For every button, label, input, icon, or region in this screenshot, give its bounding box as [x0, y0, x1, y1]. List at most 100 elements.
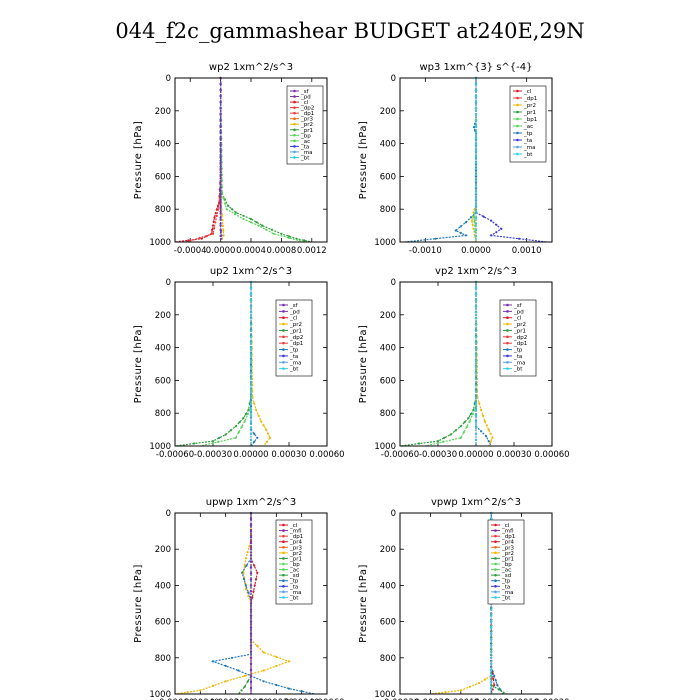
legend-label: _pr3 [289, 545, 303, 551]
data-point [253, 440, 256, 443]
data-point [249, 572, 253, 575]
data-point [474, 317, 478, 320]
data-point [249, 632, 253, 635]
data-point [287, 236, 291, 239]
legend-label: _cl [300, 100, 309, 106]
data-point [480, 430, 483, 433]
data-point [249, 287, 253, 290]
data-point [260, 420, 263, 423]
data-point [474, 216, 478, 219]
data-point [211, 440, 215, 443]
data-point [214, 212, 217, 215]
x-tick-label: -0.0010 [409, 246, 442, 256]
data-point [249, 402, 253, 405]
data-point [459, 436, 462, 439]
data-point [474, 113, 478, 116]
legend-marker [282, 579, 285, 583]
data-point [219, 131, 222, 134]
legend-marker [282, 354, 285, 358]
legend-label: _bt [289, 367, 299, 373]
legend-marker [282, 545, 285, 549]
x-tick-label: -0.00020 [411, 698, 449, 700]
data-point [256, 436, 259, 439]
data-point [249, 596, 253, 599]
legend-label: _dp1 [523, 96, 537, 102]
legend-label: _sd [289, 573, 299, 579]
data-point [244, 557, 247, 560]
data-point [474, 390, 478, 393]
data-point [252, 590, 255, 593]
data-point [481, 414, 485, 417]
legend-label: _cl [523, 89, 532, 95]
legend-marker [516, 89, 519, 93]
data-point [474, 341, 478, 344]
legend-marker [282, 341, 285, 345]
data-point [249, 384, 253, 387]
data-point [261, 224, 264, 227]
data-point [222, 234, 225, 237]
data-point [219, 192, 222, 195]
panel-title: upwp 1xm^2/s^3 [206, 497, 296, 508]
series-dp2 [425, 280, 478, 447]
data-point [249, 517, 253, 521]
legend-label: _pr4 [289, 540, 303, 546]
legend-marker [516, 131, 519, 135]
legend-label: _pr1 [289, 556, 302, 562]
data-point [255, 408, 258, 411]
data-point [237, 669, 240, 672]
data-point [253, 432, 256, 435]
data-point [474, 161, 478, 165]
data-point [490, 668, 493, 672]
data-point [474, 137, 478, 140]
series-pr2 [174, 511, 291, 695]
legend-marker [282, 534, 285, 538]
data-point [253, 564, 256, 567]
legend-marker [282, 360, 285, 364]
legend-label: _dp1 [513, 341, 527, 347]
data-point [240, 425, 243, 428]
legend-label: _ma [300, 150, 312, 156]
x-tick-label: -0.00030 [419, 450, 457, 460]
x-tick-label: -0.00010 [442, 698, 480, 700]
legend-marker [282, 523, 285, 527]
data-point [471, 223, 474, 226]
legend-label: _pr2 [501, 551, 514, 557]
legend-marker [282, 557, 285, 560]
data-point [249, 656, 253, 659]
data-point [491, 436, 494, 439]
data-point [249, 396, 253, 399]
data-point [474, 101, 478, 104]
data-point [474, 234, 478, 237]
data-point [474, 198, 478, 201]
data-point [275, 655, 278, 659]
data-point [218, 202, 221, 205]
data-point [484, 678, 487, 681]
legend-label: _ta [513, 354, 522, 360]
legend-label: _ma [501, 590, 513, 596]
data-point [249, 221, 253, 224]
data-point [477, 682, 481, 685]
legend-label: _dp1 [501, 534, 515, 540]
data-point [490, 644, 493, 647]
data-point [474, 222, 478, 225]
y-tick-label: 800 [380, 654, 396, 664]
data-point [474, 335, 478, 338]
legend-box [499, 299, 537, 377]
data-point [242, 217, 245, 221]
series-line [425, 282, 477, 447]
legend: _sf_pd_cl_pr2_pr1_dp2_dp1_tp_ta_ma_bt [499, 299, 537, 377]
legend-marker [516, 117, 519, 121]
legend-marker [282, 329, 285, 332]
legend-marker [282, 568, 285, 571]
data-point [459, 689, 462, 692]
data-point [483, 420, 486, 423]
legend: _cl_mfl_dp1_pr4_pr3_pr2_pr1_bp_ac_sd_tp_… [487, 519, 525, 605]
data-point [474, 119, 478, 122]
data-point [219, 125, 222, 128]
legend-label: _ta [289, 584, 298, 590]
legend-label: _tp [289, 348, 299, 354]
y-tick-label: 0 [391, 74, 396, 84]
y-axis-label: Pressure [hPa] [133, 121, 144, 200]
legend-marker [494, 534, 497, 538]
legend-box [275, 519, 313, 605]
